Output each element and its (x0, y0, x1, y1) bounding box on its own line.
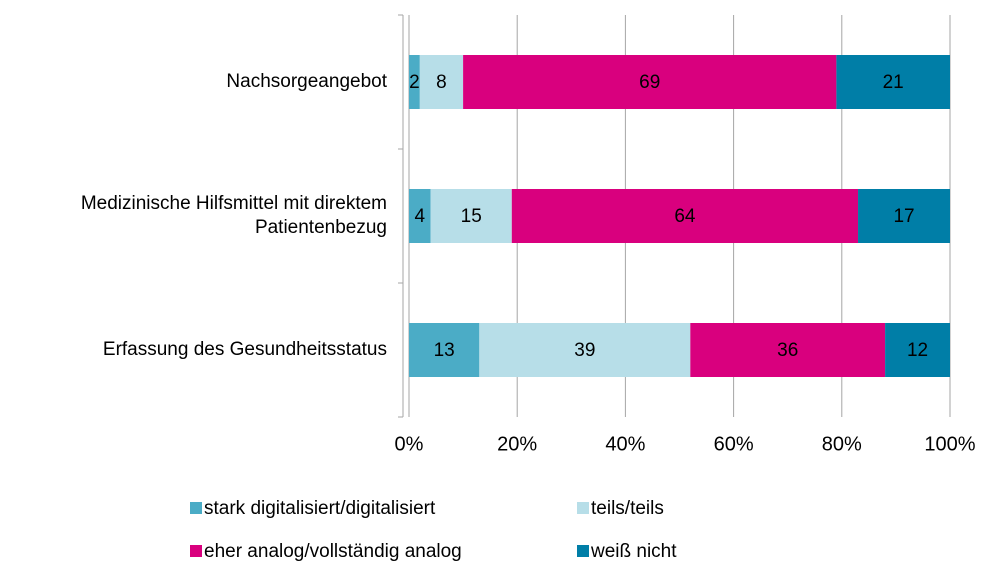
data-label: 64 (674, 206, 696, 227)
category-label: Medizinische Hilfsmittel mit direktem Pa… (80, 193, 387, 238)
x-tick-label: 100% (924, 433, 975, 455)
x-tick-label: 80% (822, 433, 862, 455)
bar (419, 55, 464, 109)
x-tick-label: 20% (497, 433, 537, 455)
bar (430, 189, 512, 243)
bar (409, 55, 420, 109)
data-label: 4 (415, 206, 426, 227)
bar (836, 55, 950, 109)
data-label: 15 (461, 206, 482, 227)
data-label: 36 (777, 340, 798, 361)
data-label: 13 (434, 340, 455, 361)
legend-label: stark digitalisiert/digitalisiert (204, 498, 436, 519)
bar (885, 323, 950, 377)
data-label: 8 (436, 72, 447, 93)
data-label: 69 (639, 72, 660, 93)
data-label: 12 (907, 340, 928, 361)
x-tick-label: 40% (605, 433, 645, 455)
legend-label: eher analog/vollständig analog (204, 541, 462, 562)
legend-label: teils/teils (591, 498, 664, 519)
category-label: Nachsorgeangebot (226, 71, 387, 92)
data-label: 2 (409, 72, 420, 93)
bar (479, 323, 691, 377)
data-label: 39 (574, 340, 595, 361)
legend-swatch (577, 545, 589, 557)
x-tick-label: 60% (714, 433, 754, 455)
bar (511, 189, 859, 243)
bar (858, 189, 950, 243)
bar (409, 189, 431, 243)
data-label: 17 (893, 206, 914, 227)
legend-swatch (190, 545, 202, 557)
bar (690, 323, 886, 377)
bar (463, 55, 837, 109)
x-tick-label: 0% (395, 433, 424, 455)
legend-label: weiß nicht (590, 541, 677, 562)
category-label: Erfassung des Gesundheitsstatus (102, 339, 387, 360)
bar (409, 323, 480, 377)
data-label: 21 (883, 72, 904, 93)
legend-swatch (190, 502, 202, 514)
legend-swatch (577, 502, 589, 514)
